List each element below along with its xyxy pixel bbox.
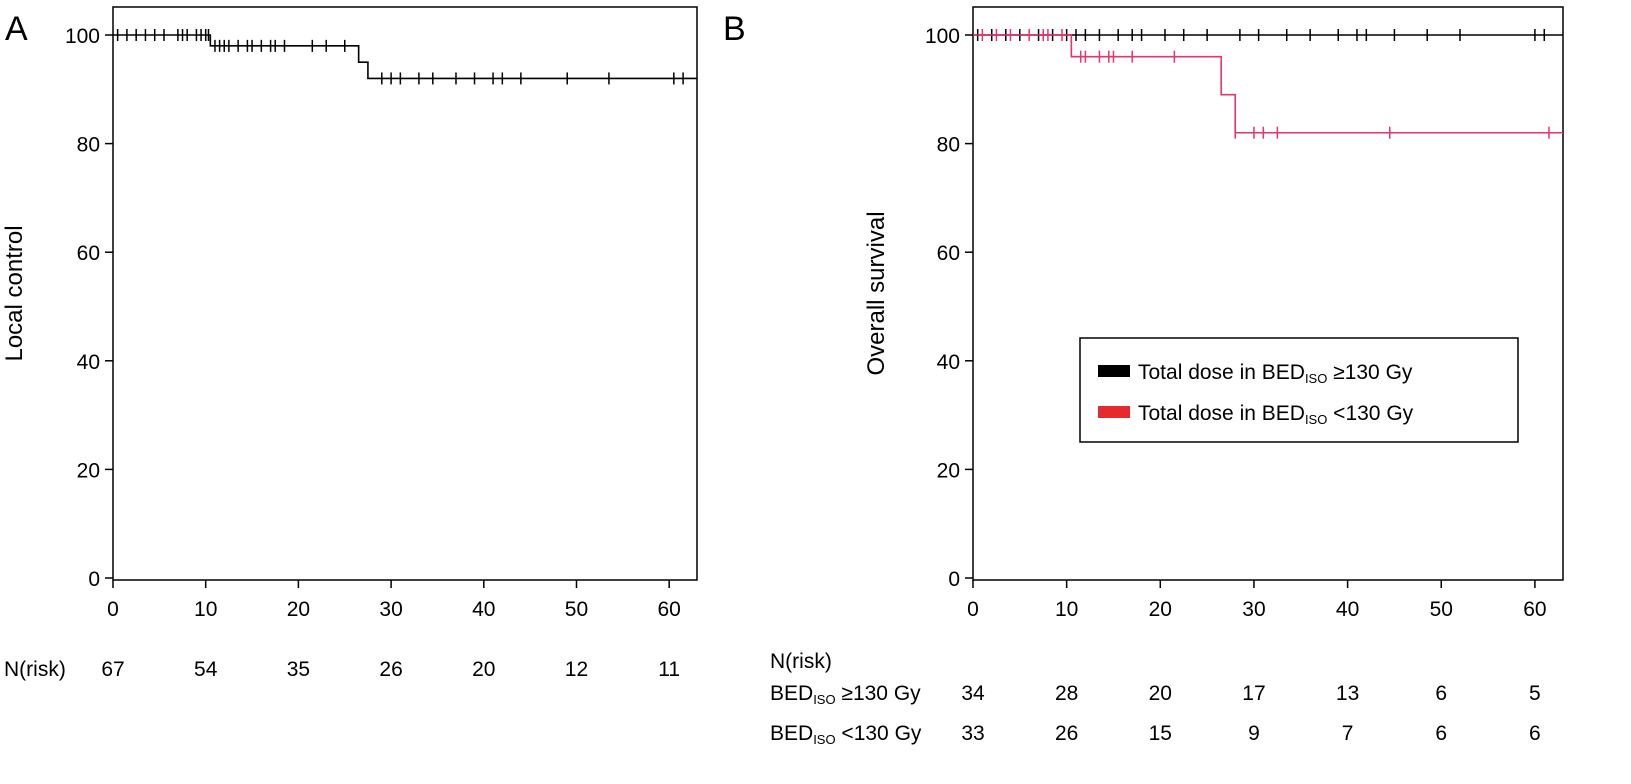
risk-value: 5 — [1529, 682, 1541, 705]
x-tick-label: 40 — [472, 598, 495, 621]
risk-value: 11 — [658, 658, 680, 681]
x-tick-label: 0 — [107, 598, 119, 621]
risk-value: 6 — [1435, 682, 1447, 705]
y-tick-label: 40 — [77, 351, 100, 374]
x-tick-label: 60 — [658, 598, 681, 621]
risk-value: 67 — [101, 658, 124, 681]
plot-frame — [972, 6, 1564, 581]
y-tick-label: 100 — [65, 25, 100, 48]
km-curve-1 — [113, 34, 697, 80]
chart-panel-a: A 0 20 40 60 80 100 0 10 20 30 40 50 60 Local control N… — [1, 6, 698, 681]
legend: Total dose in BEDISO ≥130 Gy Total dose i… — [1079, 337, 1519, 443]
risk-value: 33 — [961, 722, 984, 745]
risk-value: 6 — [1435, 722, 1447, 745]
risk-value: 7 — [1342, 722, 1354, 745]
risk-value: 35 — [287, 658, 310, 681]
risk-table: N(risk) BEDISO ≥130 Gy 34 28 20 17 13 6 5 BEDISO … — [770, 650, 1541, 747]
y-tick-label: 20 — [77, 459, 100, 482]
x-tick-label: 0 — [967, 598, 979, 621]
legend-swatch-2 — [1098, 406, 1130, 418]
x-tick-label: 20 — [287, 598, 310, 621]
y-tick-label: 0 — [948, 568, 960, 591]
risk-table-label: N(risk) — [770, 650, 832, 673]
plot-frame — [112, 6, 698, 581]
risk-value: 12 — [565, 658, 588, 681]
y-tick-label: 100 — [925, 25, 960, 48]
risk-value: 13 — [1336, 682, 1359, 705]
y-tick-label: 80 — [937, 134, 960, 157]
risk-value: 28 — [1055, 682, 1078, 705]
risk-value: 17 — [1242, 682, 1265, 705]
x-tick-label: 50 — [1430, 598, 1453, 621]
x-tick-label: 30 — [379, 598, 402, 621]
y-tick-label: 60 — [937, 242, 960, 265]
y-tick-label: 40 — [937, 351, 960, 374]
risk-value: 20 — [472, 658, 495, 681]
x-tick-label: 10 — [1055, 598, 1078, 621]
risk-value: 9 — [1248, 722, 1260, 745]
x-tick-label: 60 — [1523, 598, 1546, 621]
x-tick-label: 10 — [194, 598, 217, 621]
y-axis-label: Local control — [1, 225, 28, 361]
y-tick-label: 60 — [77, 242, 100, 265]
risk-value: 34 — [961, 682, 985, 705]
risk-value: 15 — [1149, 722, 1172, 745]
y-axis-label: Overall survival — [863, 211, 890, 375]
risk-value: 20 — [1149, 682, 1172, 705]
y-tick-label: 80 — [77, 134, 100, 157]
chart-panel-b: B 0 20 40 60 80 100 0 10 20 30 40 50 60 Overall surviv… — [723, 6, 1564, 747]
risk-table: N(risk) 67 54 35 26 20 12 11 — [4, 658, 680, 681]
y-tick-label: 0 — [88, 568, 100, 591]
km-curve-2 — [973, 34, 1563, 134]
risk-row-label: BEDISO ≥130 Gy — [770, 682, 921, 707]
legend-entry-1: Total dose in BEDISO ≥130 Gy — [1138, 361, 1413, 386]
panel-letter: A — [5, 10, 28, 48]
legend-swatch-1 — [1098, 365, 1130, 377]
y-tick-label: 20 — [937, 459, 960, 482]
x-tick-label: 50 — [565, 598, 588, 621]
x-tick-label: 30 — [1242, 598, 1265, 621]
risk-value: 54 — [194, 658, 218, 681]
risk-value: 6 — [1529, 722, 1541, 745]
x-tick-label: 40 — [1336, 598, 1359, 621]
legend-box — [1079, 337, 1519, 443]
legend-entry-2: Total dose in BEDISO <130 Gy — [1138, 402, 1414, 427]
panel-letter: B — [723, 10, 746, 48]
risk-table-label: N(risk) — [4, 658, 66, 681]
risk-row-label: BEDISO <130 Gy — [770, 722, 922, 747]
risk-value: 26 — [1055, 722, 1078, 745]
risk-value: 26 — [379, 658, 402, 681]
x-tick-label: 20 — [1149, 598, 1172, 621]
